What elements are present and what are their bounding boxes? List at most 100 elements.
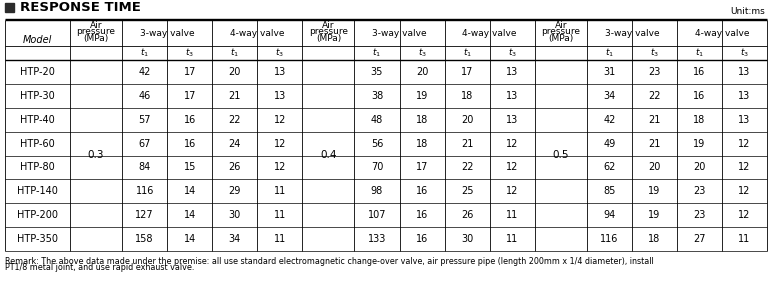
Text: 42: 42: [138, 67, 151, 77]
Text: $t_1$: $t_1$: [372, 47, 381, 59]
Text: 14: 14: [184, 186, 196, 196]
Text: (MPa): (MPa): [83, 35, 109, 44]
Text: 30: 30: [461, 234, 473, 244]
Text: 49: 49: [603, 139, 615, 149]
Text: (MPa): (MPa): [548, 35, 574, 44]
Text: $t_3$: $t_3$: [276, 47, 284, 59]
Text: 12: 12: [506, 139, 518, 149]
Text: 15: 15: [184, 162, 196, 172]
Text: 23: 23: [693, 210, 706, 220]
Text: 26: 26: [229, 162, 241, 172]
Text: 46: 46: [138, 91, 151, 101]
Text: 107: 107: [367, 210, 386, 220]
Text: 22: 22: [229, 115, 241, 125]
Text: 17: 17: [461, 67, 473, 77]
Text: 14: 14: [184, 234, 196, 244]
Text: PT1/8 metal joint, and use rapid exhaust valve.: PT1/8 metal joint, and use rapid exhaust…: [5, 263, 195, 273]
Text: 35: 35: [371, 67, 383, 77]
Text: 13: 13: [738, 91, 750, 101]
Bar: [5, 3, 14, 12]
Text: 22: 22: [648, 91, 661, 101]
Text: 3-way valve: 3-way valve: [372, 29, 427, 38]
Text: Air: Air: [90, 20, 103, 29]
Text: Air: Air: [322, 20, 335, 29]
Text: 13: 13: [738, 67, 750, 77]
Text: 3-way valve: 3-way valve: [604, 29, 659, 38]
Text: $t_1$: $t_1$: [230, 47, 239, 59]
Text: 20: 20: [648, 162, 661, 172]
Text: 21: 21: [648, 115, 661, 125]
Text: 12: 12: [738, 139, 750, 149]
Text: 16: 16: [693, 91, 706, 101]
Text: 13: 13: [738, 115, 750, 125]
Text: Model: Model: [23, 35, 52, 45]
Text: 12: 12: [506, 186, 518, 196]
Text: 11: 11: [506, 234, 518, 244]
Text: 56: 56: [371, 139, 383, 149]
Text: 13: 13: [506, 91, 518, 101]
Text: 16: 16: [416, 210, 428, 220]
Text: 26: 26: [461, 210, 473, 220]
Text: HTP-80: HTP-80: [20, 162, 55, 172]
Text: HTP-30: HTP-30: [20, 91, 55, 101]
Text: 30: 30: [229, 210, 241, 220]
Text: 94: 94: [603, 210, 615, 220]
Text: $t_3$: $t_3$: [185, 47, 195, 59]
Text: Remark: The above data made under the premise: all use standard electromagnetic : Remark: The above data made under the pr…: [5, 256, 654, 265]
Text: 17: 17: [416, 162, 428, 172]
Text: 133: 133: [367, 234, 386, 244]
Text: 17: 17: [184, 67, 196, 77]
Text: 67: 67: [138, 139, 151, 149]
Text: 38: 38: [371, 91, 383, 101]
Text: 14: 14: [184, 210, 196, 220]
Text: HTP-140: HTP-140: [17, 186, 58, 196]
Text: (MPa): (MPa): [316, 35, 341, 44]
Text: 16: 16: [416, 186, 428, 196]
Text: 98: 98: [371, 186, 383, 196]
Text: 42: 42: [603, 115, 615, 125]
Text: 22: 22: [461, 162, 473, 172]
Text: 19: 19: [648, 186, 661, 196]
Text: 4-way valve: 4-way valve: [462, 29, 517, 38]
Text: 11: 11: [506, 210, 518, 220]
Text: 0.3: 0.3: [88, 151, 104, 160]
Text: HTP-40: HTP-40: [20, 115, 55, 125]
Text: 19: 19: [416, 91, 428, 101]
Text: 18: 18: [461, 91, 473, 101]
Text: 16: 16: [184, 115, 196, 125]
Text: 116: 116: [136, 186, 154, 196]
Text: 23: 23: [693, 186, 706, 196]
Text: 13: 13: [506, 67, 518, 77]
Text: 25: 25: [461, 186, 473, 196]
Text: 12: 12: [738, 162, 750, 172]
Text: $t_3$: $t_3$: [418, 47, 427, 59]
Text: 12: 12: [506, 162, 518, 172]
Text: 4-way valve: 4-way valve: [230, 29, 285, 38]
Text: 0.5: 0.5: [553, 151, 569, 160]
Text: 12: 12: [738, 186, 750, 196]
Text: 29: 29: [229, 186, 241, 196]
Text: 19: 19: [648, 210, 661, 220]
Text: 21: 21: [461, 139, 473, 149]
Text: 57: 57: [138, 115, 151, 125]
Text: 20: 20: [461, 115, 473, 125]
Text: 0.4: 0.4: [320, 151, 337, 160]
Text: 16: 16: [693, 67, 706, 77]
Text: 16: 16: [184, 139, 196, 149]
Text: pressure: pressure: [309, 27, 348, 37]
Text: HTP-350: HTP-350: [17, 234, 58, 244]
Text: Air: Air: [554, 20, 567, 29]
Text: 11: 11: [738, 234, 750, 244]
Text: 31: 31: [603, 67, 615, 77]
Text: 20: 20: [693, 162, 706, 172]
Text: 12: 12: [273, 162, 286, 172]
Text: 20: 20: [416, 67, 428, 77]
Text: 20: 20: [229, 67, 241, 77]
Text: $t_1$: $t_1$: [141, 47, 149, 59]
Text: 21: 21: [229, 91, 241, 101]
Text: 16: 16: [416, 234, 428, 244]
Text: 23: 23: [648, 67, 661, 77]
Text: 24: 24: [229, 139, 241, 149]
Text: 34: 34: [229, 234, 241, 244]
Text: 127: 127: [135, 210, 154, 220]
